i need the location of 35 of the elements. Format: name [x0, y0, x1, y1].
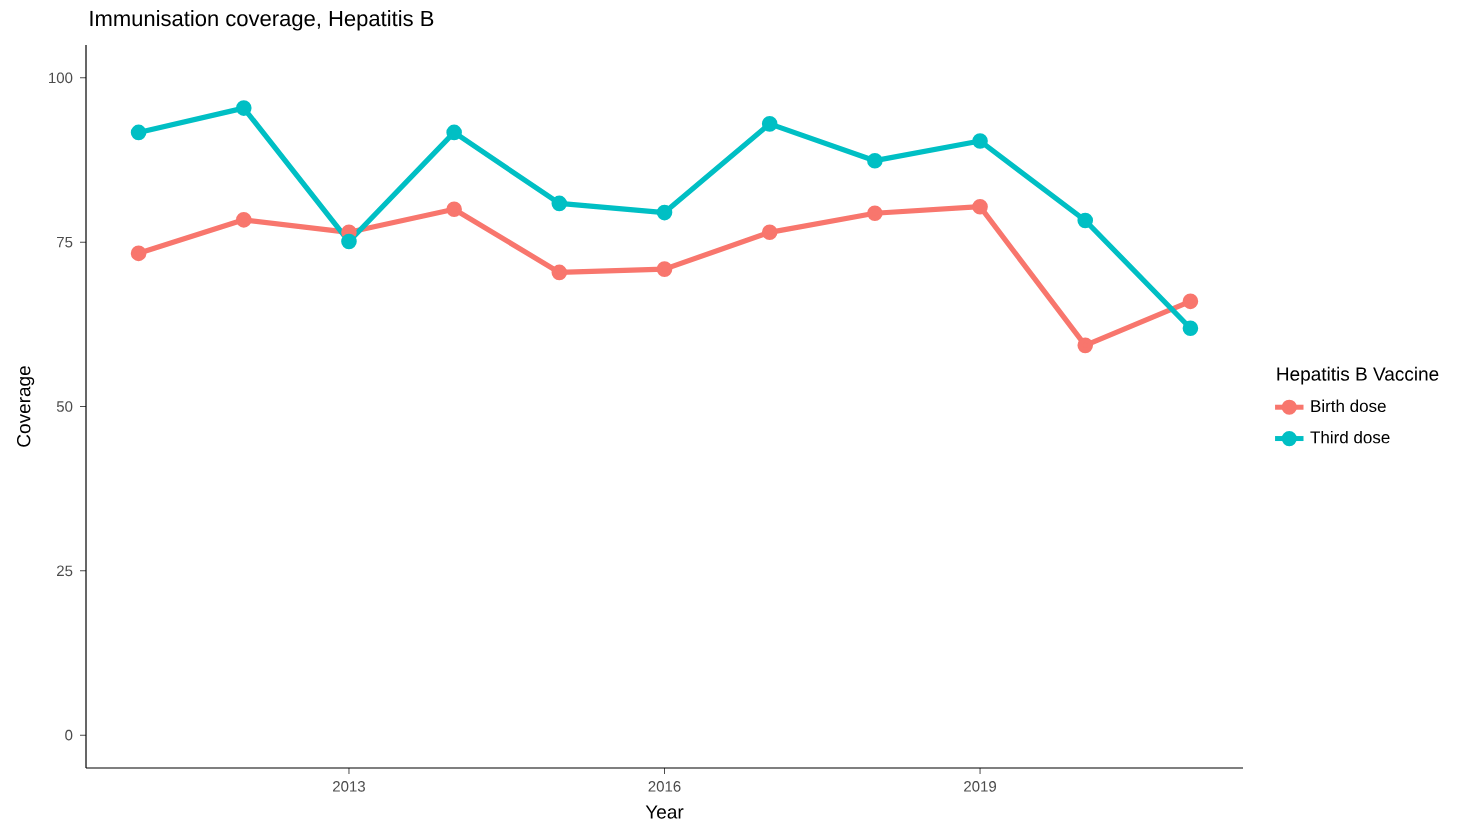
chart-title: Immunisation coverage, Hepatitis B: [90, 10, 434, 31]
point: [1182, 320, 1199, 337]
point: [130, 245, 147, 262]
point: [341, 233, 357, 250]
legend-title: Hepatitis B Vaccine: [1277, 366, 1439, 385]
point: [972, 133, 988, 149]
point: [867, 152, 883, 169]
legend-label: Third dose: [1310, 430, 1390, 444]
point: [1182, 293, 1199, 310]
point: [551, 195, 568, 212]
y-tick-label: 100: [49, 72, 73, 84]
y-tick-label: 0: [65, 729, 73, 741]
point: [867, 205, 883, 222]
point: [235, 100, 252, 116]
y-tick-label: 75: [57, 236, 73, 248]
y-tick-label: 25: [57, 565, 73, 577]
point: [656, 204, 673, 221]
point: [1077, 337, 1094, 354]
point: [446, 201, 462, 218]
point: [235, 212, 252, 228]
x-tick-label: 2016: [648, 781, 681, 792]
x-axis-title: Year: [645, 805, 684, 819]
point: [656, 261, 673, 277]
point: [551, 264, 568, 281]
point: [761, 116, 778, 132]
x-tick-label: 2013: [333, 781, 365, 792]
point: [446, 124, 462, 141]
legend-label: Birth dose: [1311, 399, 1386, 413]
y-tick-label: 50: [56, 401, 73, 412]
point: [1077, 212, 1094, 229]
y-axis-title: Coverage: [16, 366, 35, 447]
point: [761, 224, 778, 241]
x-tick-label: 2019: [964, 781, 997, 792]
point: [972, 198, 988, 215]
point: [130, 124, 147, 141]
